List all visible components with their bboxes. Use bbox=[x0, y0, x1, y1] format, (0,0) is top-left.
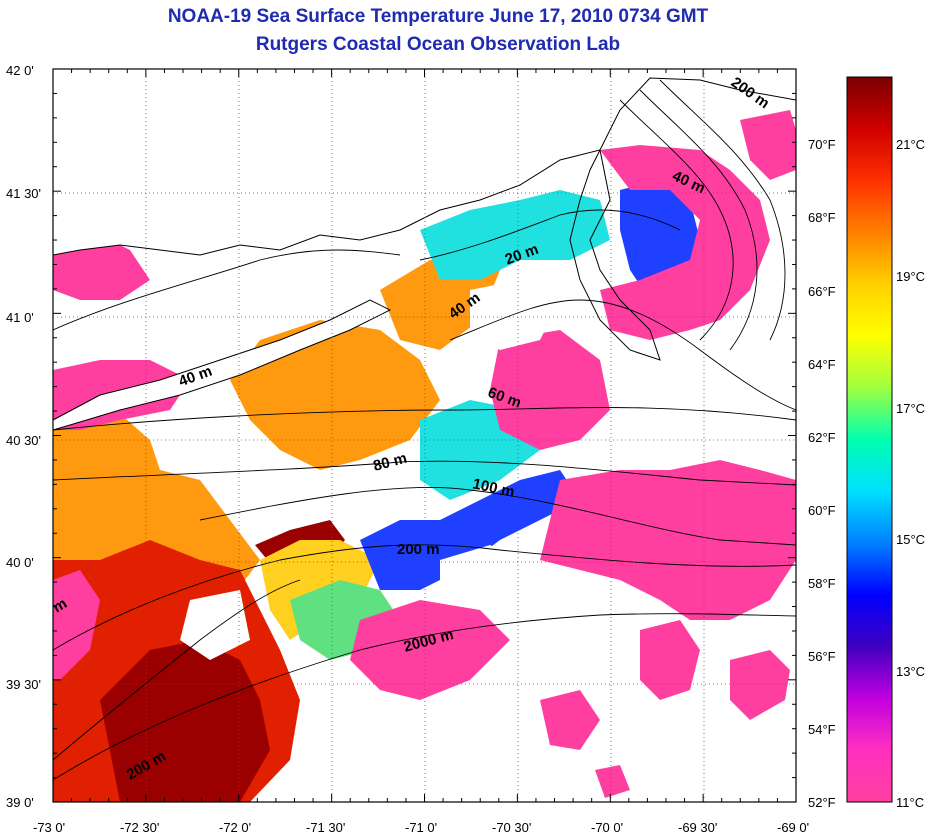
lon-label-71-30: -71 30' bbox=[306, 820, 345, 835]
frame-ticks bbox=[52, 68, 797, 803]
lat-label-40: 40 0' bbox=[6, 555, 34, 570]
lon-label-73: -73 0' bbox=[33, 820, 65, 835]
lon-labels: -73 0' -72 30' -72 0' -71 30' -71 0' -70… bbox=[33, 820, 809, 835]
colorbar bbox=[846, 76, 893, 803]
sst-region-pink-south bbox=[350, 600, 510, 700]
contour-north-3 bbox=[659, 79, 786, 341]
contour-100m bbox=[199, 486, 796, 546]
contour-inner bbox=[449, 299, 796, 411]
colorbar-f-labels: 70°F 68°F 66°F 64°F 62°F 60°F 58°F 56°F … bbox=[808, 137, 836, 810]
cb-f-58: 58°F bbox=[808, 576, 836, 591]
lon-label-72: -72 0' bbox=[219, 820, 251, 835]
land-cape-cod bbox=[569, 148, 661, 361]
cb-c-13: 13°C bbox=[896, 664, 925, 679]
sst-region-pink-small bbox=[540, 690, 600, 750]
cb-f-56: 56°F bbox=[808, 649, 836, 664]
sst-region-pink-north bbox=[600, 145, 770, 340]
cb-f-66: 66°F bbox=[808, 284, 836, 299]
lon-label-69: -69 0' bbox=[777, 820, 809, 835]
lon-label-71: -71 0' bbox=[405, 820, 437, 835]
lat-label-39-30: 39 30' bbox=[6, 677, 41, 692]
cb-c-21: 21°C bbox=[896, 137, 925, 152]
depth-contours bbox=[53, 79, 796, 781]
sst-region-darkred bbox=[100, 640, 270, 802]
sst-region-pink-sw bbox=[53, 570, 100, 680]
sst-region-pink-ne bbox=[740, 110, 796, 180]
sst-region-pink-far-se bbox=[730, 650, 790, 720]
sst-region-pink-se bbox=[640, 620, 700, 700]
land-new-england bbox=[53, 69, 796, 256]
cb-f-68: 68°F bbox=[808, 210, 836, 225]
contour-80m bbox=[53, 460, 796, 486]
cloud-gap-1 bbox=[470, 280, 560, 350]
cb-c-19: 19°C bbox=[896, 269, 925, 284]
contour-20m bbox=[419, 209, 681, 261]
contour-200m-sw bbox=[53, 579, 301, 761]
cb-c-17: 17°C bbox=[896, 401, 925, 416]
lon-label-70-30: -70 30' bbox=[492, 820, 531, 835]
lon-label-70: -70 0' bbox=[591, 820, 623, 835]
lat-label-41-30: 41 30' bbox=[6, 186, 41, 201]
lon-label-72-30: -72 30' bbox=[120, 820, 159, 835]
land-long-island bbox=[53, 299, 392, 431]
coastline bbox=[53, 69, 796, 431]
sst-region-pink-mid bbox=[490, 330, 610, 450]
lat-label-39: 39 0' bbox=[6, 795, 34, 810]
cb-c-11: 11°C bbox=[896, 795, 924, 810]
lon-label-69-30: -69 30' bbox=[678, 820, 717, 835]
contour-north-2 bbox=[639, 89, 758, 351]
contour-2000m bbox=[53, 613, 796, 781]
contour-60m bbox=[53, 407, 796, 431]
contour-north-1 bbox=[619, 99, 734, 341]
sst-region-cyan bbox=[420, 190, 610, 280]
cb-f-64: 64°F bbox=[808, 357, 836, 372]
cb-f-52: 52°F bbox=[808, 795, 836, 810]
contour-40m-west bbox=[53, 249, 401, 331]
sst-layer bbox=[53, 110, 796, 802]
sst-region-pink-small-2 bbox=[595, 765, 630, 798]
sst-region-pink-east bbox=[540, 460, 796, 620]
sst-region-blue bbox=[360, 470, 580, 590]
lat-label-40-30: 40 30' bbox=[6, 433, 41, 448]
lat-label-41: 41 0' bbox=[6, 310, 34, 325]
colorbar-c-labels: 21°C 19°C 17°C 15°C 13°C 11°C bbox=[896, 137, 925, 810]
contour-200m bbox=[53, 544, 796, 651]
depth-label-200m: 200 m bbox=[397, 541, 440, 558]
map-title: NOAA-19 Sea Surface Temperature June 17,… bbox=[167, 6, 709, 27]
lat-labels: 42 0' 41 30' 41 0' 40 30' 40 0' 39 30' 3… bbox=[6, 63, 41, 810]
map-subtitle: Rutgers Coastal Ocean Observation Lab bbox=[255, 34, 621, 55]
cb-f-60: 60°F bbox=[808, 503, 836, 518]
lat-label-42: 42 0' bbox=[6, 63, 34, 78]
cb-f-62: 62°F bbox=[808, 430, 836, 445]
cb-f-70: 70°F bbox=[808, 137, 836, 152]
cloud-gap-3 bbox=[440, 545, 520, 600]
cb-f-54: 54°F bbox=[808, 722, 836, 737]
cb-c-15: 15°C bbox=[896, 532, 925, 547]
